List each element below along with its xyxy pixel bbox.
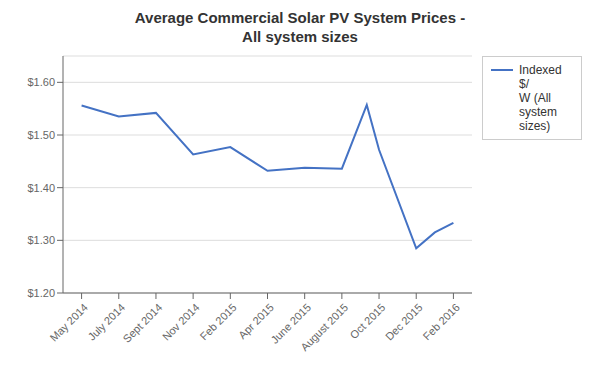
svg-text:Nov 2014: Nov 2014 xyxy=(160,301,202,343)
svg-text:June 2015: June 2015 xyxy=(268,301,314,346)
svg-text:July 2014: July 2014 xyxy=(85,301,128,343)
svg-text:Sept 2014: Sept 2014 xyxy=(120,301,164,345)
svg-text:$1.40: $1.40 xyxy=(27,182,55,194)
svg-text:$1.50: $1.50 xyxy=(27,129,55,141)
svg-text:Oct 2015: Oct 2015 xyxy=(347,301,387,341)
svg-text:August 2015: August 2015 xyxy=(298,301,350,353)
svg-text:Apr 2015: Apr 2015 xyxy=(235,301,276,342)
svg-text:Dec 2015: Dec 2015 xyxy=(383,301,425,343)
svg-text:$1.60: $1.60 xyxy=(27,76,55,88)
svg-text:$1.20: $1.20 xyxy=(27,287,55,299)
html-text:Average Commercial Solar PV Sy: Average Commercial Solar PV System Price… xyxy=(134,9,466,45)
svg-text:Feb 2015: Feb 2015 xyxy=(197,301,238,342)
html-text:Indexed $/ W (All system sizes: Indexed $/ W (All system sizes) xyxy=(519,63,562,133)
svg-text:$1.30: $1.30 xyxy=(27,234,55,246)
svg-text:Feb 2016: Feb 2016 xyxy=(421,301,462,342)
svg-text:May 2014: May 2014 xyxy=(47,301,90,344)
